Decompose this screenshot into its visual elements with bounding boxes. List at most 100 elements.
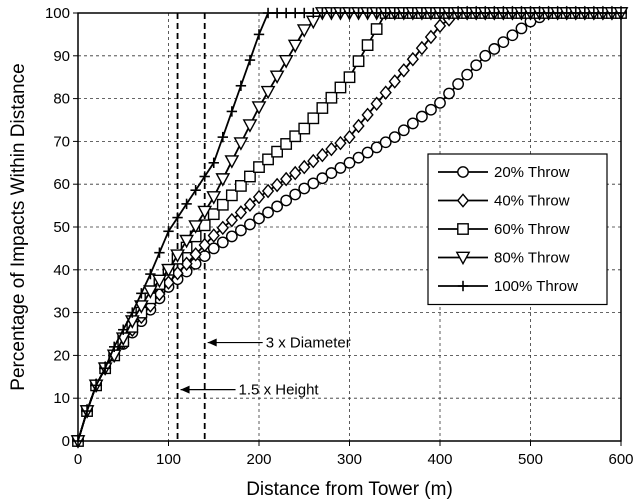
legend-label: 100% Throw <box>494 278 578 295</box>
marker-point <box>244 54 256 66</box>
marker-point <box>253 212 265 225</box>
marker-point <box>298 182 311 195</box>
marker-point <box>99 363 111 374</box>
x-tick-label: 300 <box>337 451 362 468</box>
legend-item: 40% Throw <box>438 193 570 210</box>
marker-point <box>515 22 528 35</box>
marker-point <box>289 130 302 143</box>
marker-point <box>334 81 347 94</box>
marker-point <box>506 29 519 42</box>
legend-label: 40% Throw <box>494 193 570 210</box>
marker-point <box>343 156 356 169</box>
x-tick-label: 0 <box>74 451 82 468</box>
marker-point <box>289 188 302 201</box>
marker-point <box>197 205 213 220</box>
marker-point <box>379 85 392 100</box>
marker-point <box>325 141 338 157</box>
y-tick-label: 40 <box>53 262 70 279</box>
marker-point <box>415 110 428 123</box>
marker-point <box>118 324 129 335</box>
marker-point <box>225 230 238 243</box>
marker-point <box>457 223 469 235</box>
marker-point <box>361 146 374 159</box>
marker-point <box>234 224 247 237</box>
marker-point <box>434 96 446 109</box>
marker-point <box>109 341 120 353</box>
marker-point <box>170 249 185 263</box>
legend-label: 60% Throw <box>494 221 570 238</box>
marker-point <box>397 124 410 137</box>
marker-point <box>287 39 303 54</box>
marker-point <box>316 172 329 185</box>
x-tick-label: 200 <box>246 451 271 468</box>
marker-point <box>352 118 365 134</box>
marker-point <box>244 218 256 231</box>
marker-point <box>361 39 374 52</box>
marker-point <box>278 55 294 69</box>
marker-point <box>225 212 238 228</box>
marker-point <box>207 228 220 243</box>
legend: 20% Throw 40% Throw 60% Throw 80% Throw 100%… <box>427 153 608 306</box>
marker-point <box>334 162 347 174</box>
marker-point <box>379 136 392 149</box>
marker-point <box>307 112 320 125</box>
marker-point <box>198 237 211 253</box>
marker-point <box>262 206 274 219</box>
marker-point <box>207 208 220 221</box>
marker-point <box>388 131 401 144</box>
y-tick-label: 90 <box>53 48 70 65</box>
marker-point <box>261 183 275 199</box>
x-tick-label: 400 <box>427 451 452 468</box>
marker-point <box>217 131 228 143</box>
marker-point <box>361 107 374 123</box>
marker-point <box>198 250 211 263</box>
marker-point <box>352 55 365 68</box>
marker-point <box>234 180 247 192</box>
marker-point <box>316 102 329 114</box>
y-tick-label: 20 <box>53 347 70 364</box>
marker-point <box>179 234 194 249</box>
marker-point <box>425 103 437 116</box>
x-tick-label: 600 <box>608 451 633 468</box>
marker-point <box>235 80 247 91</box>
marker-point <box>455 251 471 266</box>
marker-point <box>270 177 284 193</box>
x-tick-label: 500 <box>518 451 543 468</box>
arrow-head <box>180 385 190 394</box>
marker-point <box>143 285 158 299</box>
y-tick-label: 100 <box>45 5 70 22</box>
marker-point <box>207 242 220 255</box>
marker-point <box>208 157 219 168</box>
x-tick-label: 100 <box>156 451 181 468</box>
marker-point <box>253 29 265 40</box>
marker-point <box>433 18 447 34</box>
legend-item: 80% Throw <box>438 250 570 267</box>
marker-point <box>253 161 265 173</box>
marker-point <box>154 247 165 258</box>
marker-point <box>225 189 238 202</box>
y-axis-label: Percentage of Impacts Within Distance <box>8 63 29 390</box>
marker-point <box>163 226 174 237</box>
marker-point <box>224 155 240 169</box>
marker-point <box>443 87 455 100</box>
marker-point <box>307 153 320 169</box>
marker-point <box>136 288 147 299</box>
marker-point <box>457 166 469 178</box>
marker-point <box>461 68 474 81</box>
marker-point <box>406 117 419 130</box>
marker-point <box>406 51 419 67</box>
marker-point <box>370 23 383 35</box>
marker-point <box>206 191 222 205</box>
reference-line-label: 1.5 x Height <box>239 382 320 399</box>
legend-item: 20% Throw <box>438 164 570 181</box>
marker-point <box>497 36 510 49</box>
marker-point <box>298 122 311 135</box>
marker-point <box>352 151 365 164</box>
legend-label: 20% Throw <box>494 164 570 181</box>
marker-point <box>280 138 293 150</box>
marker-point <box>289 165 302 181</box>
marker-point <box>226 106 238 117</box>
marker-point <box>242 119 258 133</box>
marker-point <box>145 268 156 280</box>
legend-label: 80% Throw <box>494 250 570 267</box>
